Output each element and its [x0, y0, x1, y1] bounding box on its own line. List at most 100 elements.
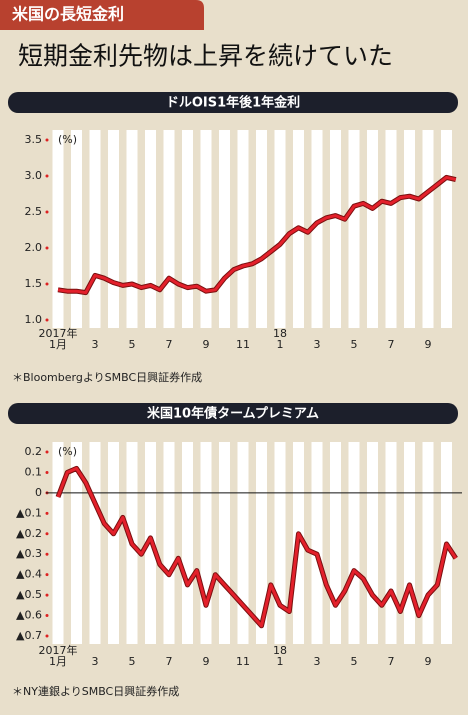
tag-box: [0, 0, 204, 30]
source-note: ＊BloombergよりSMBC日興証券作成: [12, 370, 202, 384]
y-tick-label: 2.0: [25, 241, 43, 254]
year-label: 18: [273, 644, 287, 657]
month-stripe: [145, 130, 156, 328]
y-tick: [45, 282, 49, 286]
x-tick-label: 3: [92, 338, 99, 351]
month-stripe: [385, 130, 397, 328]
y-tick-label: 0: [35, 486, 42, 499]
month-stripe: [52, 130, 64, 328]
month-stripe: [237, 442, 249, 644]
year-label: 18: [273, 327, 287, 340]
x-tick-label: 11: [236, 655, 250, 668]
y-tick: [45, 450, 49, 454]
y-tick: [45, 174, 49, 178]
y-tick: [45, 210, 49, 214]
x-tick-label: 3: [92, 655, 99, 668]
month-stripe: [126, 130, 138, 328]
x-tick-label: 5: [129, 655, 136, 668]
month-stripe: [348, 130, 360, 328]
month-stripe: [330, 442, 341, 644]
month-stripe: [200, 130, 212, 328]
tag: 米国の長短金利: [12, 5, 124, 24]
month-stripe: [330, 130, 341, 328]
chart-title: 米国10年債タームプレミアム: [147, 406, 319, 422]
y-tick-label: 0.2: [25, 445, 43, 458]
month-stripe: [367, 130, 378, 328]
x-tick-label: 7: [166, 655, 173, 668]
title: 短期金利先物は上昇を続けていた: [18, 42, 393, 71]
year-label: 2017年: [39, 326, 78, 340]
data-line: [56, 466, 458, 628]
x-tick-label: 5: [129, 338, 136, 351]
y-tick-label: ▲0.7: [16, 629, 42, 642]
month-stripe: [404, 442, 415, 644]
month-stripe: [256, 442, 267, 644]
month-stripe: [200, 442, 212, 644]
chart-title-bar: [8, 92, 458, 113]
y-tick-label: 2.5: [25, 205, 43, 218]
y-tick: [45, 511, 49, 515]
month-stripe: [367, 442, 378, 644]
month-stripe: [404, 130, 415, 328]
y-tick: [45, 634, 49, 638]
y-tick: [45, 573, 49, 577]
month-stripe: [163, 130, 175, 328]
y-tick-label: ▲0.5: [16, 588, 42, 601]
y-tick: [45, 532, 49, 536]
y-tick: [45, 470, 49, 474]
y-tick-label: ▲0.1: [16, 506, 42, 519]
year-label: 2017年: [39, 643, 78, 657]
y-tick-label: 1.0: [25, 313, 43, 326]
month-stripe: [311, 442, 323, 644]
month-stripe: [274, 130, 286, 328]
x-tick-label: 7: [388, 338, 395, 351]
month-stripe: [89, 130, 101, 328]
x-tick-label: 3: [314, 655, 321, 668]
x-tick-label: 9: [425, 655, 432, 668]
y-tick-label: 0.1: [25, 465, 43, 478]
month-stripe: [108, 442, 119, 644]
x-tick-label: 1: [277, 338, 284, 351]
y-tick-label: 3.5: [25, 133, 43, 146]
y-tick: [45, 138, 49, 142]
month-stripe: [182, 442, 193, 644]
month-stripe: [274, 442, 286, 644]
unit-label: (%): [58, 445, 77, 458]
month-stripe: [108, 130, 119, 328]
chart-title-bar: [8, 403, 458, 424]
source-note: ＊NY連銀よりSMBC日興証券作成: [12, 684, 179, 698]
y-tick-label: 3.0: [25, 169, 43, 182]
x-tick-label: 9: [203, 338, 210, 351]
y-tick-label: ▲0.6: [16, 609, 42, 622]
month-stripe: [219, 442, 230, 644]
y-tick-label: 1.5: [25, 277, 43, 290]
y-tick: [45, 593, 49, 597]
month-stripe: [71, 130, 82, 328]
month-stripe: [163, 442, 175, 644]
x-tick-label: 11: [236, 338, 250, 351]
unit-label: (%): [58, 133, 77, 146]
month-stripe: [441, 130, 452, 328]
month-stripe: [385, 442, 397, 644]
month-stripe: [422, 442, 434, 644]
month-stripe: [71, 442, 82, 644]
chart-title: ドルOIS1年後1年金利: [166, 95, 300, 111]
y-tick: [45, 552, 49, 556]
month-stripe: [89, 442, 101, 644]
x-tick-label: 7: [166, 338, 173, 351]
month-stripe: [52, 442, 64, 644]
month-stripe: [348, 442, 360, 644]
y-tick-label: ▲0.3: [16, 547, 42, 560]
data-line: [57, 175, 457, 295]
x-tick-label: 9: [425, 338, 432, 351]
x-tick-label: 9: [203, 655, 210, 668]
month-stripe: [422, 130, 434, 328]
month-stripe: [237, 130, 249, 328]
x-tick-label: 3: [314, 338, 321, 351]
month-stripe: [219, 130, 230, 328]
x-tick-label: 5: [351, 338, 358, 351]
x-tick-label: 1: [277, 655, 284, 668]
y-tick: [45, 246, 49, 250]
month-stripe: [311, 130, 323, 328]
